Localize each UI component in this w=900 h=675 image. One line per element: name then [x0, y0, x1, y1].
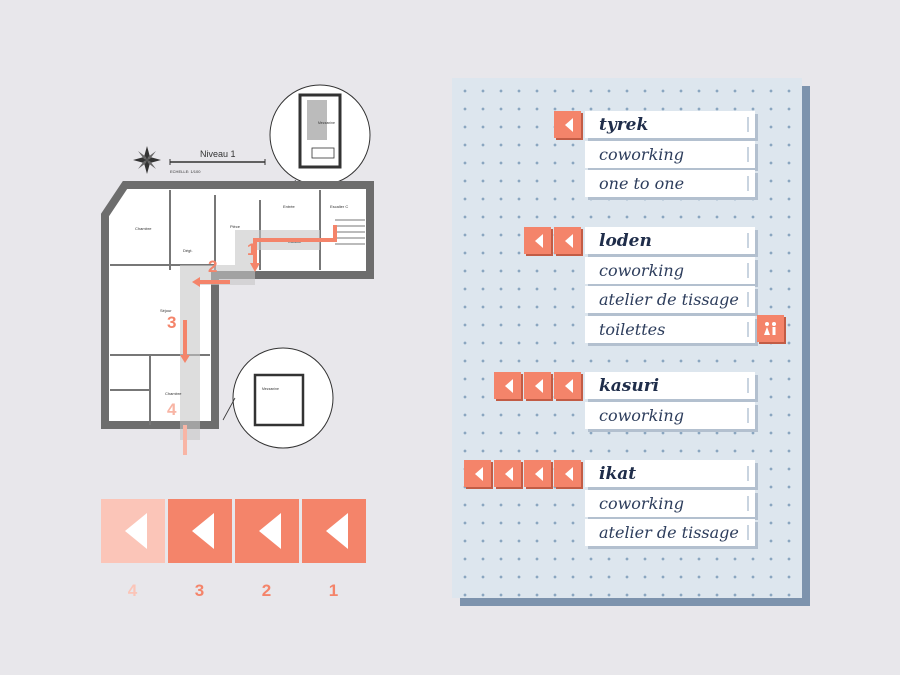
left-arrow-icon [524, 460, 551, 487]
left-arrow-icon [192, 513, 214, 549]
row-divider [747, 407, 749, 423]
sign-item-text: toilettes [599, 319, 666, 339]
row-divider [747, 378, 749, 393]
row-divider [747, 262, 749, 278]
sign-item-text: atelier de tissage [599, 523, 739, 542]
legend-number: 3 [194, 581, 206, 600]
sign-item: one to one [585, 170, 755, 197]
left-arrow-icon [464, 460, 491, 487]
route-number: 1 [247, 240, 256, 259]
left-arrow-icon [494, 460, 521, 487]
row-divider [747, 117, 749, 132]
plan-level-title: Niveau 1 [200, 149, 236, 159]
route-number: 3 [167, 313, 176, 332]
sign-title-text: ikat [599, 463, 637, 484]
left-arrow-icon [494, 372, 521, 399]
plan-room-label: Dégt. [183, 248, 193, 253]
sign-item-text: coworking [599, 405, 684, 425]
sign-item-text: coworking [599, 260, 684, 280]
left-arrow-icon [554, 460, 581, 487]
row-divider [747, 321, 749, 337]
plan-room-label: Pièce [230, 224, 241, 229]
left-arrow-icon [554, 227, 581, 254]
legend-number: 1 [328, 581, 340, 600]
left-arrow-icon [524, 372, 551, 399]
left-arrow-icon [524, 227, 551, 254]
left-arrow-icon [125, 513, 147, 549]
compass-icon [133, 146, 161, 174]
floor-plan: Niveau 1 ECHELLE: 1/100 Mezzanine Chambr… [101, 84, 374, 455]
sign-item-text: atelier de tissage [599, 290, 739, 309]
row-divider [747, 233, 749, 248]
plan-room-label: Chambre [135, 226, 152, 231]
plan-room-label: Entrée [283, 204, 296, 209]
sign-item: coworking [585, 256, 755, 284]
plan-scale: ECHELLE: 1/100 [170, 169, 201, 174]
plan-room-label: Chambre [165, 391, 182, 396]
left-arrow-icon [554, 111, 581, 138]
legend-number: 2 [261, 581, 273, 600]
sign-title: tyrek [585, 111, 755, 138]
sign-title-text: loden [599, 230, 652, 251]
sign-title-text: kasuri [599, 375, 660, 396]
sign-item: coworking [585, 140, 755, 168]
route-number: 2 [208, 257, 217, 276]
legend-tile-4 [101, 499, 165, 563]
legend-tile-3 [168, 499, 232, 563]
plan-room-label: Mezzanine [262, 387, 279, 391]
row-divider [747, 495, 749, 511]
sign-item: atelier de tissage [585, 286, 755, 313]
sign-item: atelier de tissage [585, 519, 755, 546]
row-divider [747, 146, 749, 162]
sign-title-text: tyrek [599, 114, 649, 135]
sign-title: kasuri [585, 372, 755, 399]
route-number: 4 [167, 400, 177, 419]
plan-room-label: Séjour [160, 308, 172, 313]
plan-room-label: Escalier C [330, 204, 348, 209]
legend-tile-1 [302, 499, 366, 563]
sign-item-text: one to one [599, 174, 685, 193]
legend-number: 4 [127, 581, 139, 600]
route-arrows [183, 225, 337, 355]
sign-item-text: coworking [599, 493, 684, 513]
sign-item: coworking [585, 401, 755, 429]
row-divider [747, 466, 749, 481]
left-arrow-icon [259, 513, 281, 549]
row-divider [747, 292, 749, 307]
row-divider [747, 525, 749, 540]
left-arrow-icon [326, 513, 348, 549]
sign-item: coworking [585, 489, 755, 517]
sign-item-text: coworking [599, 144, 684, 164]
legend-tile-2 [235, 499, 299, 563]
sign-title: ikat [585, 460, 755, 487]
row-divider [747, 176, 749, 191]
left-arrow-icon [554, 372, 581, 399]
restroom-icon [757, 315, 784, 342]
sign-title: loden [585, 227, 755, 254]
plan-room-label: Mezzanine [318, 121, 335, 125]
sign-item: toilettes [585, 315, 755, 343]
